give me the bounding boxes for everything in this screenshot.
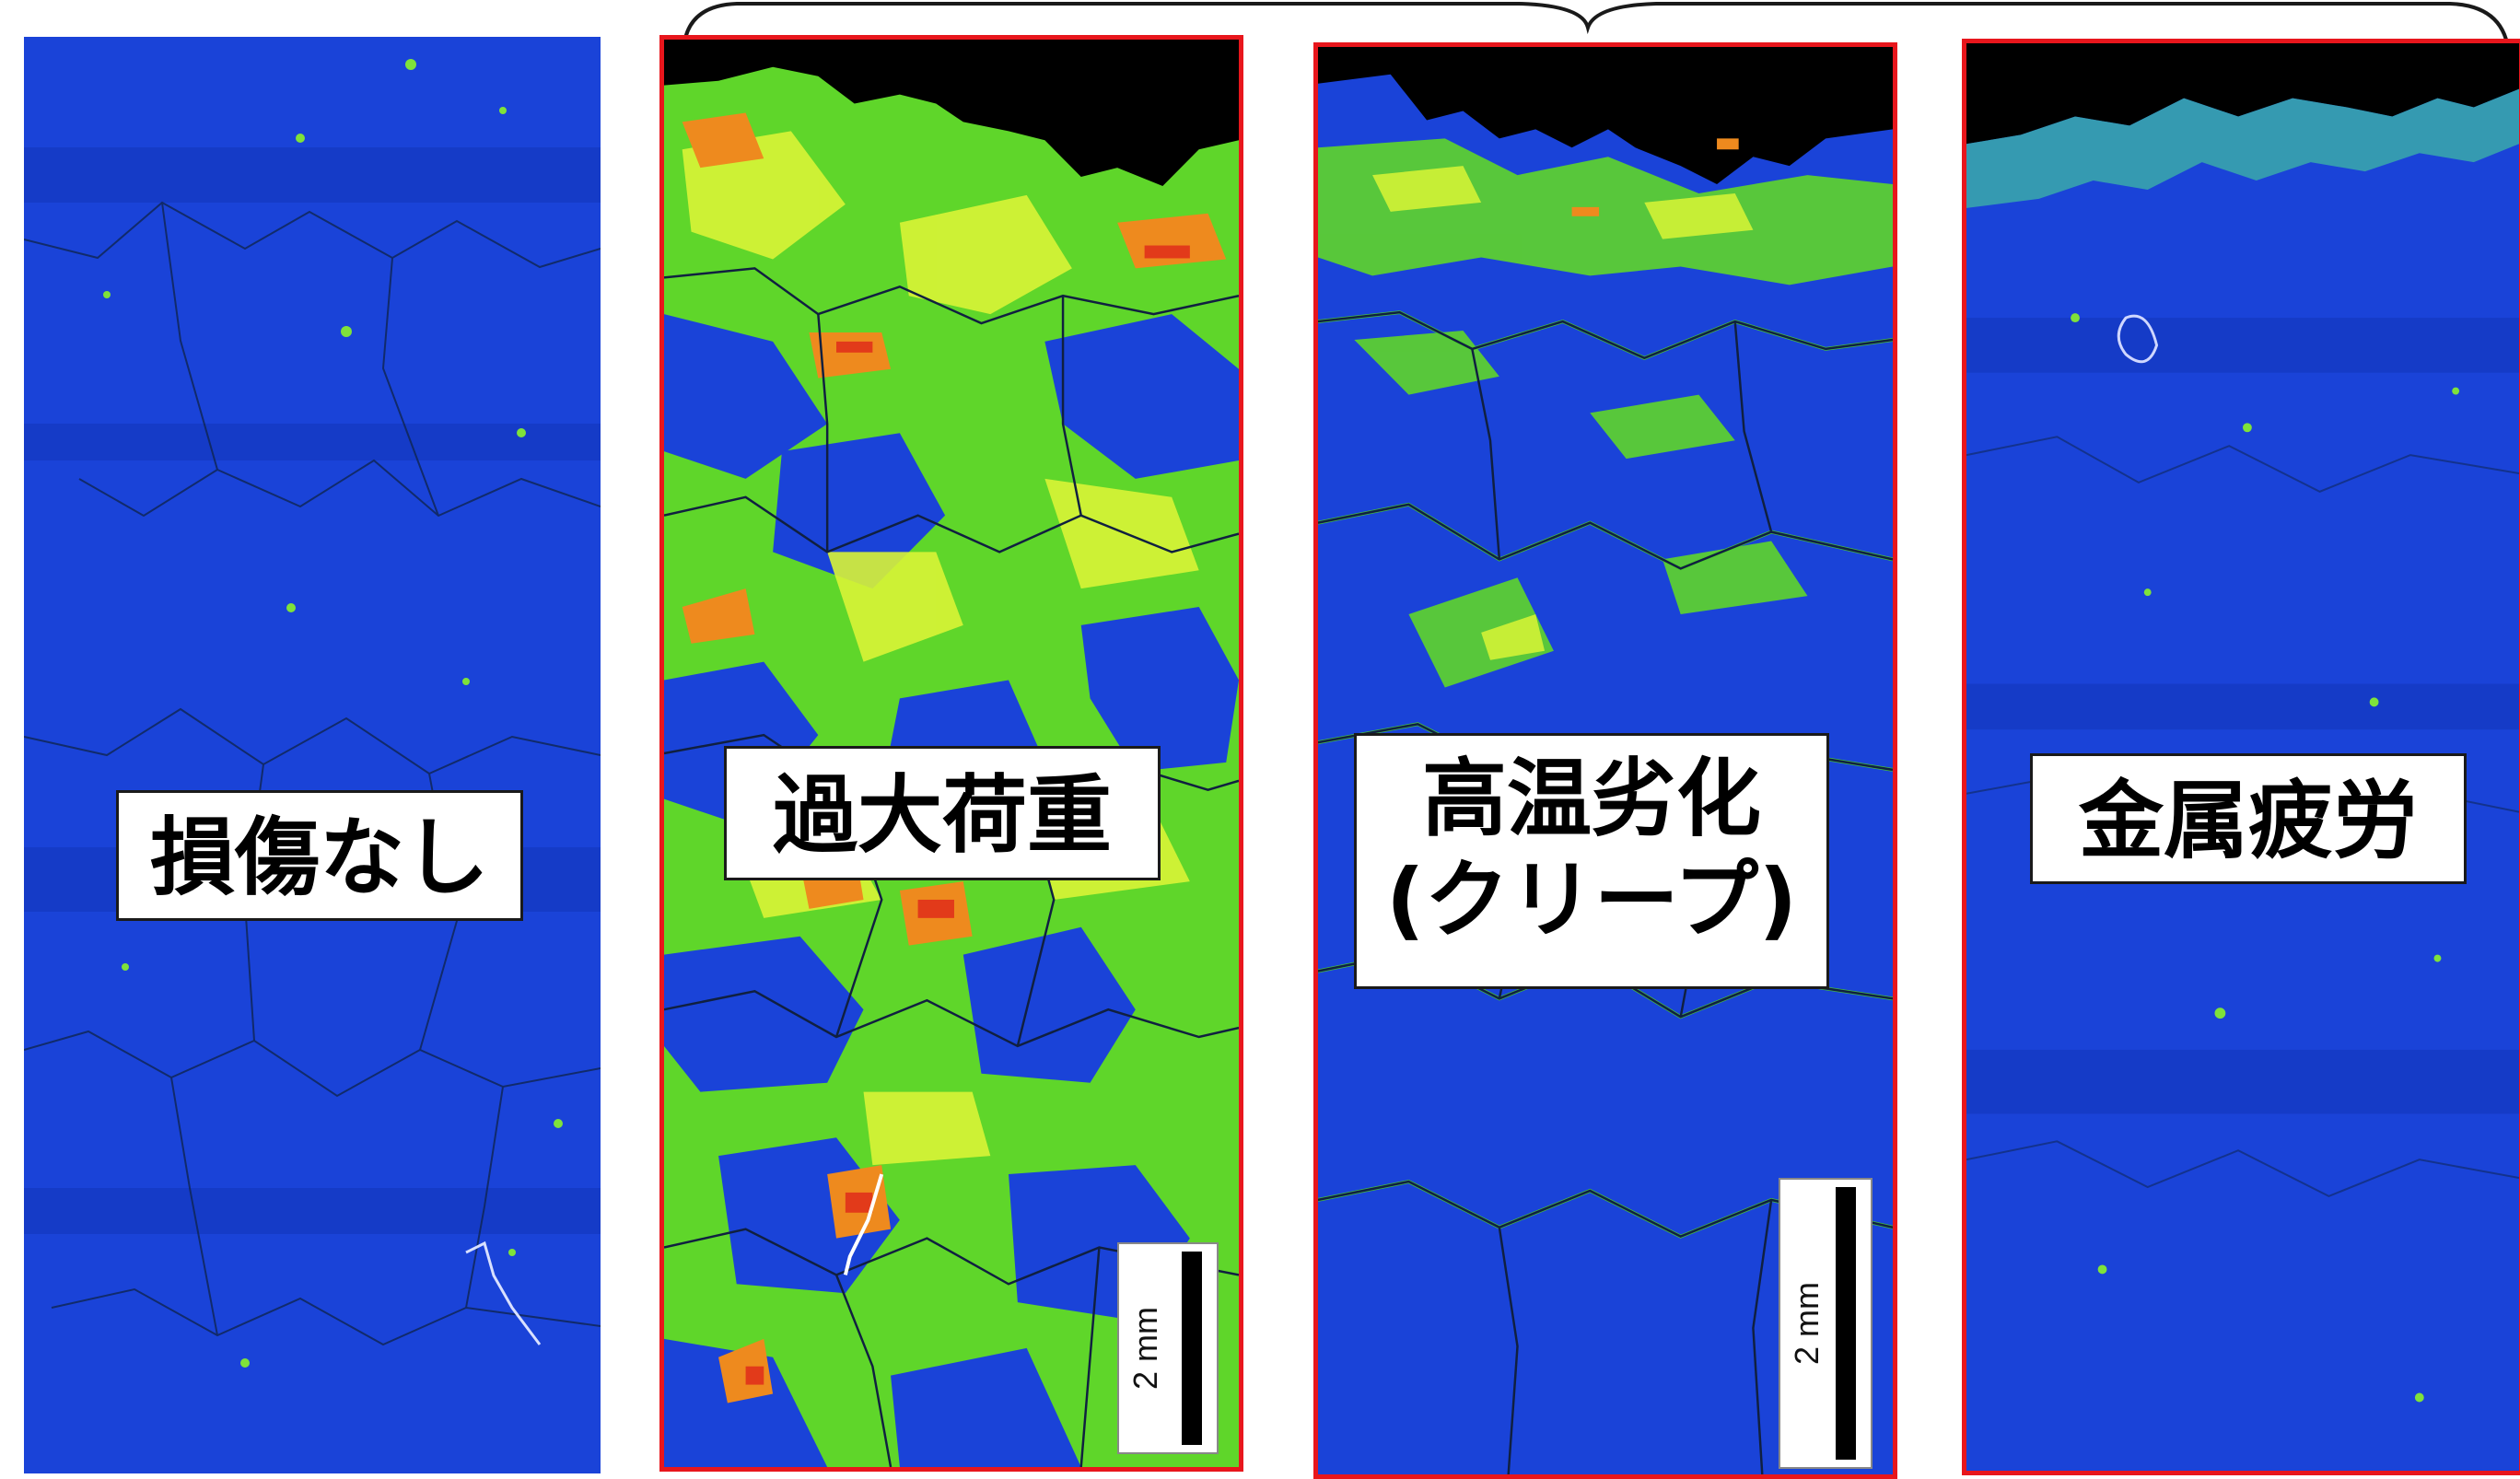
strain-map-undamaged <box>24 37 601 1473</box>
panel-undamaged: 損傷なし <box>24 37 601 1473</box>
label-undamaged: 損傷なし <box>116 790 523 921</box>
scale-bar-creep: 2 mm <box>1779 1178 1872 1469</box>
scale-bar-text: 2 mm <box>1126 1307 1164 1390</box>
scale-bar-line <box>1836 1187 1856 1460</box>
scale-bar-overload: 2 mm <box>1117 1242 1219 1454</box>
label-creep: 高温劣化 (クリープ) <box>1354 733 1829 989</box>
group-brace <box>682 1 2511 56</box>
label-overload: 過大荷重 <box>724 746 1161 880</box>
label-fatigue: 金属疲労 <box>2030 753 2467 884</box>
scale-bar-text: 2 mm <box>1788 1282 1826 1365</box>
scale-bar-line <box>1182 1252 1202 1445</box>
